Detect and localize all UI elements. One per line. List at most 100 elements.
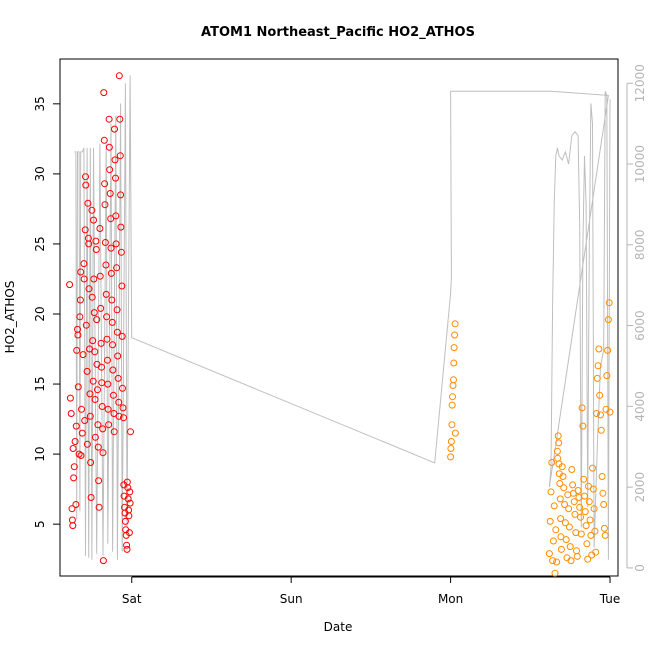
- data-point-series-2: [582, 522, 590, 530]
- data-point-series-2: [600, 501, 608, 508]
- data-point-series-1: [91, 348, 99, 356]
- data-point-series-1: [82, 181, 90, 189]
- data-point-series-2: [546, 517, 554, 525]
- data-point-series-1: [115, 398, 123, 406]
- data-point-series-1: [123, 541, 131, 549]
- data-point-series-1: [115, 72, 123, 80]
- data-point-series-2: [593, 410, 600, 417]
- data-point-series-2: [550, 502, 558, 510]
- data-point-series-1: [111, 156, 119, 164]
- data-point-series-1: [119, 404, 127, 412]
- data-point-series-2: [561, 501, 569, 508]
- data-point-series-1: [74, 331, 82, 339]
- data-point-series-1: [81, 226, 89, 234]
- data-point-series-1: [118, 332, 126, 340]
- data-point-series-1: [115, 412, 123, 420]
- data-point-series-1: [98, 403, 106, 410]
- data-point-series-1: [107, 244, 115, 252]
- secondary-y-tick-label: 10000: [633, 145, 647, 183]
- data-point-series-1: [82, 173, 89, 181]
- data-point-series-2: [568, 466, 576, 473]
- data-point-series-1: [118, 282, 126, 290]
- data-point-series-1: [98, 363, 105, 371]
- data-point-series-2: [554, 432, 562, 440]
- data-point-series-1: [112, 174, 119, 182]
- data-point-series-1: [100, 136, 108, 144]
- data-point-series-2: [451, 331, 459, 339]
- data-point-series-2: [549, 557, 557, 565]
- plot-frame: [59, 58, 619, 577]
- data-point-series-2: [601, 531, 609, 539]
- data-point-series-1: [109, 341, 117, 349]
- y-axis: 5 10 15 20 25 30 35: [33, 96, 61, 528]
- altitude-series-line: [74, 75, 611, 560]
- data-point-series-1: [84, 199, 92, 207]
- data-point-series-1: [112, 240, 120, 248]
- data-point-series-1: [73, 346, 81, 354]
- data-point-series-1: [77, 268, 85, 276]
- data-point-series-1: [107, 215, 115, 223]
- data-point-series-2: [589, 485, 597, 493]
- secondary-y-axis: 0 2000 4000 6000 8000 10000 12000: [626, 64, 647, 572]
- data-point-series-1: [78, 429, 86, 437]
- data-point-series-1: [70, 463, 78, 471]
- data-point-series-1: [83, 440, 91, 448]
- data-point-series-2: [599, 489, 607, 497]
- data-point-series-1: [117, 191, 125, 199]
- data-point-series-1: [109, 366, 117, 374]
- x-axis-label: Date: [324, 620, 353, 634]
- data-point-series-1: [101, 201, 109, 209]
- data-point-series-2: [554, 454, 562, 462]
- data-point-series-2: [584, 555, 592, 563]
- data-point-series-2: [451, 429, 459, 437]
- data-point-series-1: [101, 239, 109, 246]
- data-point-series-1: [124, 495, 132, 503]
- data-point-series-1: [120, 414, 127, 422]
- data-point-series-1: [97, 304, 105, 312]
- data-point-series-1: [96, 225, 104, 232]
- data-point-series-2: [548, 459, 556, 466]
- data-point-series-1: [75, 450, 83, 458]
- data-point-series-1: [96, 272, 104, 280]
- data-point-series-1: [90, 216, 97, 224]
- data-point-series-1: [89, 337, 97, 345]
- data-point-series-1: [100, 89, 108, 97]
- data-point-series-2: [569, 481, 577, 489]
- altitude-line-layer: [74, 75, 611, 560]
- data-point-series-1: [80, 260, 88, 268]
- x-tick-label: Sun: [280, 592, 303, 606]
- data-point-series-1: [80, 275, 88, 283]
- data-point-series-1: [91, 396, 99, 403]
- data-point-series-2: [449, 382, 457, 389]
- data-point-series-2: [585, 498, 593, 506]
- data-point-series-1: [83, 367, 91, 375]
- data-point-series-1: [126, 488, 134, 496]
- y-tick-label: 15: [33, 376, 47, 391]
- data-point-series-2: [577, 513, 584, 521]
- data-point-series-2: [562, 536, 570, 544]
- data-point-series-1: [77, 452, 85, 459]
- data-point-series-2: [594, 362, 602, 370]
- data-point-series-1: [76, 296, 84, 304]
- data-point-series-1: [113, 264, 121, 272]
- data-point-series-1: [88, 206, 96, 214]
- data-point-series-1: [124, 484, 132, 492]
- data-point-series-1: [105, 143, 113, 151]
- data-point-series-1: [87, 494, 95, 501]
- data-point-series-1: [85, 285, 93, 293]
- secondary-y-tick-label: 4000: [633, 391, 647, 422]
- data-point-series-2: [566, 543, 574, 551]
- data-point-series-1: [68, 516, 76, 524]
- data-point-series-1: [90, 309, 98, 317]
- data-point-series-2: [580, 475, 588, 483]
- data-point-series-1: [114, 374, 122, 382]
- y-tick-label: 30: [33, 166, 47, 181]
- x-tick-label: Tue: [599, 592, 621, 606]
- data-point-series-1: [111, 125, 118, 133]
- data-point-series-1: [94, 421, 102, 429]
- data-point-series-1: [127, 428, 134, 436]
- data-point-series-2: [576, 503, 584, 511]
- data-point-series-2: [571, 510, 579, 518]
- data-point-series-1: [82, 321, 90, 329]
